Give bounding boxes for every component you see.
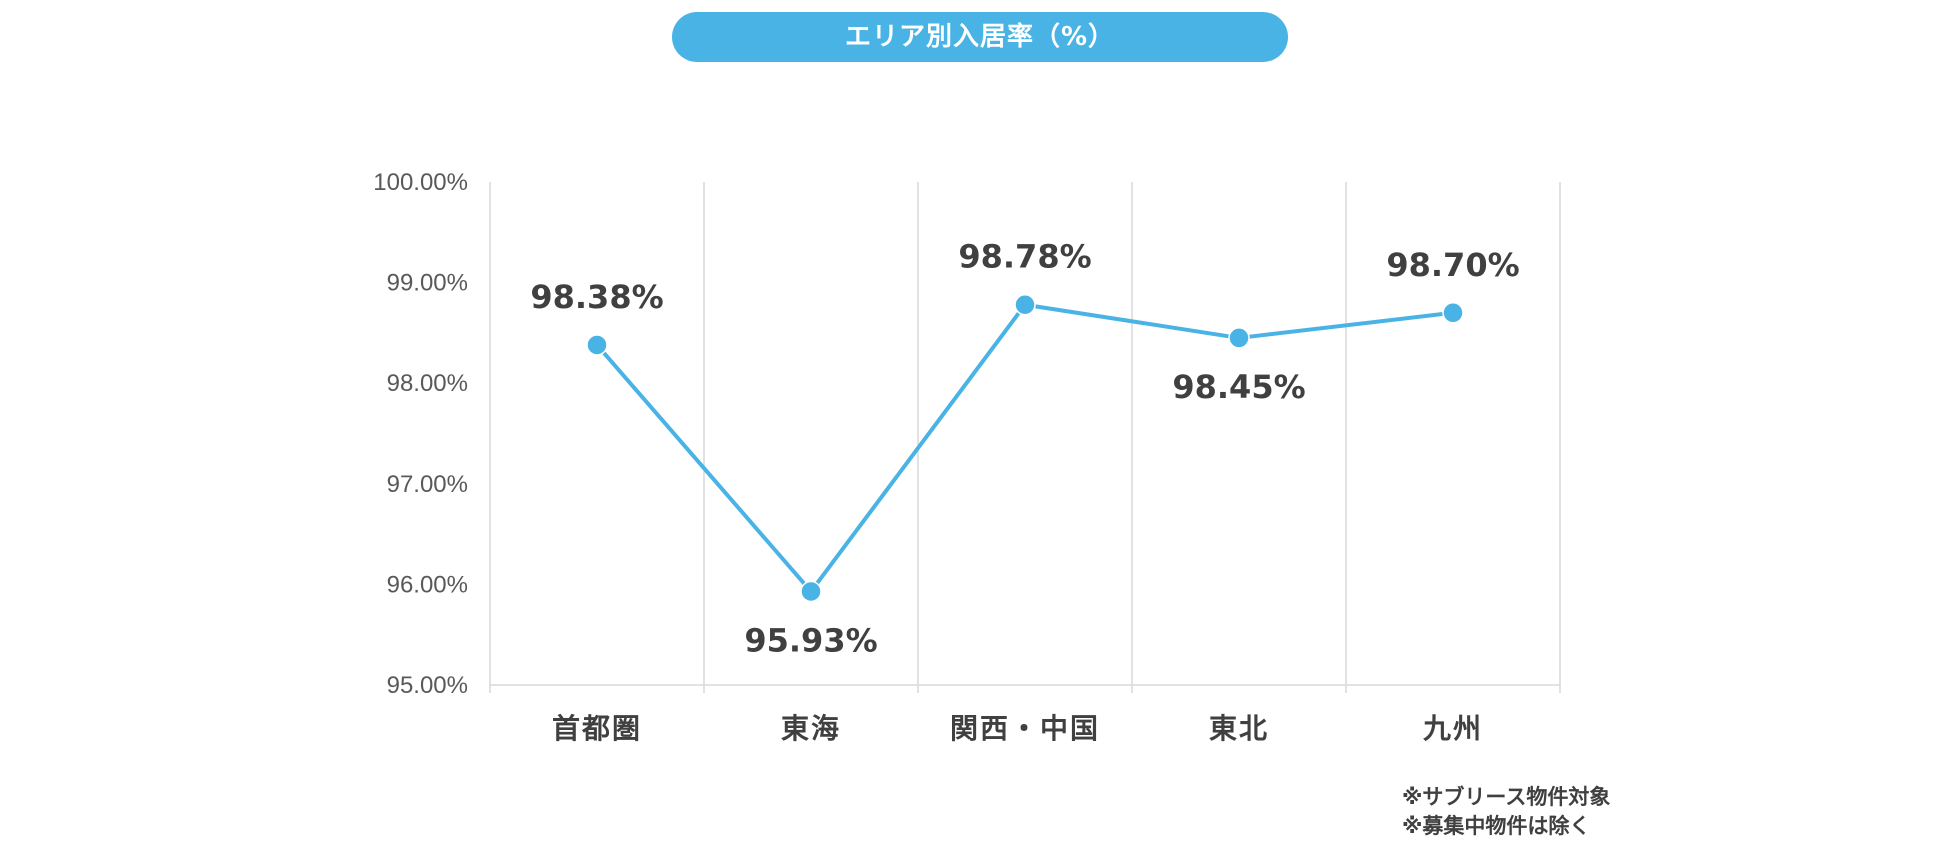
y-tick-label: 99.00%	[387, 270, 468, 297]
series-line	[595, 302, 1454, 594]
footnote-vacancy: ※募集中物件は除く	[1402, 814, 1591, 838]
x-category-label: 関西・中国	[950, 712, 1100, 745]
y-tick-label: 97.00%	[387, 471, 468, 498]
data-point	[1228, 327, 1250, 349]
label-layer: 98.38% 95.93% 98.78% 98.45% 98.70%	[530, 238, 1519, 660]
data-label: 95.93%	[744, 621, 877, 659]
y-tick-label: 96.00%	[387, 571, 468, 598]
data-label: 98.78%	[958, 238, 1091, 276]
grid-layer	[489, 182, 1561, 685]
data-label: 98.45%	[1172, 368, 1305, 406]
data-label: 98.70%	[1386, 246, 1519, 284]
footnotes: ※サブリース物件対象 ※募集中物件は除く	[1402, 783, 1610, 841]
x-category-label: 首都圏	[552, 712, 642, 745]
footnote-sublease: ※サブリース物件対象	[1402, 785, 1611, 809]
x-category-label: 東海	[781, 712, 841, 745]
y-tick-label: 95.00%	[387, 672, 468, 699]
chart-title: エリア別入居率（%）	[672, 12, 1288, 62]
axis-layer: 95.00% 96.00% 97.00% 98.00% 99.00% 100.00% 首都圏…	[373, 169, 1561, 745]
data-label: 98.38%	[530, 278, 663, 316]
series-layer	[586, 293, 1464, 603]
data-point	[1014, 293, 1036, 316]
y-tick-label: 98.00%	[387, 370, 468, 397]
data-point	[800, 580, 822, 603]
data-point	[586, 334, 608, 356]
y-tick-label: 100.00%	[373, 169, 468, 196]
x-category-label: 九州	[1423, 712, 1483, 745]
x-category-label: 東北	[1209, 712, 1269, 745]
data-point	[1442, 302, 1464, 324]
